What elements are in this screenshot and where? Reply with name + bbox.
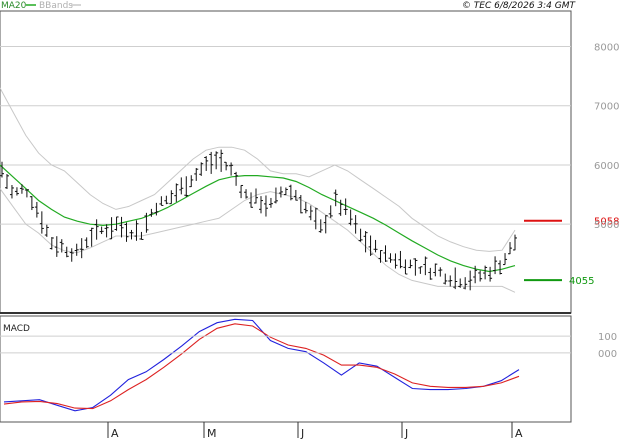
price-y-tick-label: 5000	[594, 220, 619, 231]
x-tick-label: J	[300, 427, 304, 440]
x-tick-label: A	[111, 427, 119, 440]
price-gridlines	[0, 46, 571, 225]
macd-panel	[0, 315, 572, 423]
price-y-tick-label: 7000	[594, 102, 619, 113]
copyright-notice: © TEC 6/8/2026 3:4 GMT	[462, 1, 577, 11]
x-tick-label: A	[515, 427, 523, 440]
price-bars	[0, 149, 517, 291]
macd-lines	[3, 318, 520, 412]
price-panel	[0, 10, 572, 314]
macd-y-tick-label: 000	[598, 349, 617, 360]
signal-line	[3, 323, 520, 410]
bbands-upper-line	[0, 87, 516, 252]
bollinger-bands	[0, 87, 516, 293]
chart-legend: MA20 BBands	[1, 1, 81, 11]
ma20-polyline	[0, 164, 516, 273]
x-tick-label: M	[207, 427, 217, 440]
price-y-tick-label: 6000	[594, 161, 619, 172]
macd-y-axis: 100 000	[0, 332, 617, 360]
legend-ma20[interactable]: MA20	[1, 1, 27, 11]
macd-y-tick-label: 100	[598, 332, 617, 343]
bbands-lower-line	[0, 188, 516, 293]
macd-label: MACD	[3, 324, 30, 334]
price-y-tick-label: 8000	[594, 43, 619, 54]
support-level-label: 4055	[569, 276, 594, 287]
ma20-line	[0, 164, 516, 273]
price-y-axis: 8000 7000 6000 5000	[594, 43, 619, 232]
x-tick-label: J	[404, 427, 408, 440]
price-levels: 5058 4055	[524, 217, 619, 287]
resistance-level-label: 5058	[594, 217, 619, 228]
legend-bbands[interactable]: BBands	[39, 1, 73, 11]
